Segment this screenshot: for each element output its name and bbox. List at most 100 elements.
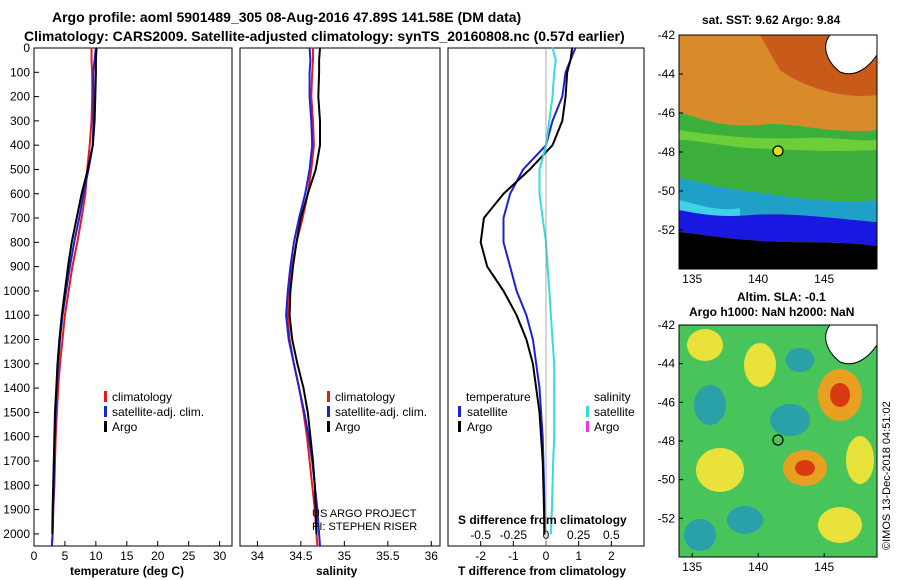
series-point <box>53 460 55 462</box>
salinity-x-ticks: 34 34.5 35 35.5 36 <box>251 541 438 563</box>
series-point <box>532 338 534 341</box>
series-point <box>73 241 76 244</box>
series-point <box>307 435 310 438</box>
series-point <box>304 192 307 195</box>
series-point <box>483 217 485 219</box>
series-point <box>564 71 567 74</box>
series-point <box>90 120 93 122</box>
series-point <box>75 217 78 219</box>
series-point <box>59 363 61 365</box>
series-point <box>84 192 87 195</box>
sst-map-title: sat. SST: 9.62 Argo: 9.84 <box>702 13 841 27</box>
series-point <box>538 192 541 195</box>
x-tick-label: 35.5 <box>376 549 400 563</box>
series-point <box>314 508 317 511</box>
series-point <box>293 241 295 244</box>
x-tick-label: 20 <box>151 549 165 563</box>
map-y-label: -50 <box>658 473 676 487</box>
series-point <box>311 144 313 146</box>
legend-label-satellite: satellite-adj. clim. <box>335 405 427 419</box>
x-tick-label: 30 <box>213 549 227 563</box>
series-point <box>52 484 54 487</box>
salinity-panel-frame <box>239 47 441 547</box>
header-title-line2: Climatology: CARS2009. Satellite-adjuste… <box>24 28 625 44</box>
series-point <box>51 545 53 547</box>
legend-swatch-climatology <box>327 391 330 402</box>
y-tick-label: 800 <box>10 235 30 249</box>
y-tick-label: 2000 <box>3 527 30 541</box>
series-point <box>58 338 61 341</box>
map-y-label: -48 <box>658 145 676 159</box>
series-line <box>538 47 557 534</box>
series-point <box>318 533 320 535</box>
series-point <box>291 338 293 341</box>
series-point <box>535 363 537 365</box>
series-point <box>553 411 555 414</box>
salinity-lines <box>285 47 321 547</box>
series-point <box>70 241 73 244</box>
series-point <box>67 265 69 268</box>
map-y-label: -46 <box>658 395 676 409</box>
imos-credit: ©IMOS 13-Dec-2018 04:51:02 <box>881 401 893 550</box>
series-point <box>287 314 289 317</box>
series-point <box>56 363 59 365</box>
series-point <box>313 144 315 146</box>
map-y-label: -44 <box>658 67 676 81</box>
series-point <box>574 47 577 49</box>
series-point <box>312 460 314 462</box>
temperature-panel: 0100200300400500600700800900100011001200… <box>3 41 233 578</box>
series-point <box>312 47 314 49</box>
series-point <box>479 241 482 244</box>
series-point <box>553 363 555 365</box>
x2-tick-label: -0.5 <box>470 528 491 542</box>
series-point <box>319 120 321 122</box>
map-y-label: -42 <box>658 28 676 42</box>
series-point <box>525 338 528 341</box>
series-point <box>309 435 312 438</box>
salinity-x-label: salinity <box>316 564 358 578</box>
series-point <box>289 290 292 292</box>
legend-swatch-s-argo <box>586 421 589 432</box>
map-x-label: 145 <box>814 560 834 574</box>
series-point <box>540 411 542 414</box>
legend-swatch-s-satellite <box>586 406 589 417</box>
series-point <box>538 387 541 389</box>
series-point <box>541 217 544 219</box>
series-point <box>78 217 80 219</box>
header-title-line1: Argo profile: aoml 5901489_305 08-Aug-20… <box>52 9 521 25</box>
series-point <box>552 460 554 462</box>
sla-map-y-ticks: -42 -44 -46 -48 -50 -52 <box>658 318 683 525</box>
temperature-y-ticks: 0 100 200 300 400 500 600 700 800 900 1000 1100 1200… <box>3 41 39 541</box>
series-point <box>564 95 567 98</box>
series-point <box>551 120 554 122</box>
y-tick-label: 1700 <box>3 454 30 468</box>
series-point <box>318 71 320 74</box>
series-point <box>312 59 314 61</box>
x-tick-label: 34 <box>251 549 265 563</box>
series-point <box>551 338 554 341</box>
legend-swatch-argo <box>327 421 330 432</box>
series-point <box>561 95 564 98</box>
sla-map-x-ticks: 135 140 145 <box>682 553 835 574</box>
series-point <box>319 47 321 49</box>
series-point <box>502 192 505 195</box>
series-point <box>538 168 541 171</box>
legend-title-temperature: temperature <box>466 390 531 404</box>
legend-label-satellite: satellite-adj. clim. <box>112 405 204 419</box>
series-point <box>312 120 314 122</box>
sst-map-x-ticks: 135 140 145 <box>682 265 835 286</box>
series-point <box>555 59 557 61</box>
x-tick-label: 34.5 <box>289 549 313 563</box>
map-y-label: -44 <box>658 357 676 371</box>
series-point <box>310 168 313 171</box>
series-point <box>313 484 316 487</box>
series-point <box>61 338 64 341</box>
salinity-legend: climatology satellite-adj. clim. Argo <box>327 390 427 434</box>
legend-label-climatology: climatology <box>335 390 395 404</box>
series-point <box>308 168 311 171</box>
temperature-lines <box>50 47 98 547</box>
series-point <box>308 47 311 49</box>
series-point <box>569 59 572 61</box>
map-y-label: -42 <box>658 318 676 332</box>
legend-swatch-climatology <box>104 391 107 402</box>
